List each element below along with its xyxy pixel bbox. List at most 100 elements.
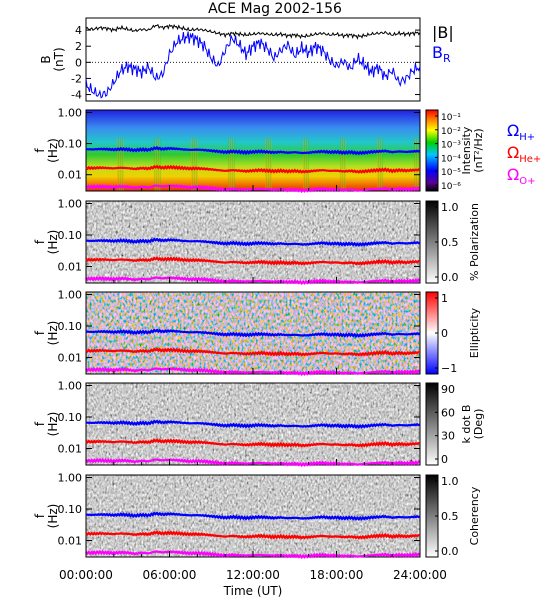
colorbar-tick-label: 10⁻⁵ <box>441 168 461 178</box>
b-panel-frame <box>85 17 421 102</box>
spectrogram-streak <box>230 138 231 191</box>
b-ytick-label: 4 <box>75 24 82 37</box>
colorbar-tick-label: 10⁻¹ <box>441 113 461 123</box>
spectrogram-streak <box>342 138 343 191</box>
spectrogram-streak <box>159 138 160 191</box>
freq-ytick-label: 1.00 <box>58 471 83 484</box>
gyro-line-h <box>86 328 421 338</box>
colorbar-tick-label: 30 <box>441 430 455 443</box>
freq-ytick-label: 1.00 <box>58 288 83 301</box>
spectrogram-streak <box>118 138 119 191</box>
freq-ylabel-line: (Hz) <box>46 230 60 255</box>
spectrogram-streak <box>117 138 118 191</box>
spectrogram-streak <box>271 138 272 191</box>
freq-ytick-label: 0.01 <box>58 535 83 548</box>
b-ytick-label: -4 <box>71 89 82 102</box>
gyro-line-h <box>86 237 421 247</box>
x-tick-label: 00:00:00 <box>59 568 113 582</box>
freq-ylabel: f(Hz) <box>33 504 60 529</box>
colorbar-tick-label: 0.5 <box>441 236 459 249</box>
spectrogram-streak <box>308 138 309 191</box>
colorbar-tick-label: 10⁻² <box>441 127 461 137</box>
colorbar-tick-label: 1 <box>441 292 448 305</box>
spectrogram-streak <box>197 138 198 191</box>
spectrogram-streak <box>415 138 416 191</box>
legend-gyro-sub: H+ <box>519 132 535 143</box>
colorbar-label-line: Ellipticity <box>468 307 481 358</box>
spectrogram-streak <box>265 138 266 191</box>
x-tick-label: 06:00:00 <box>143 568 197 582</box>
gyro-line-he <box>85 530 421 540</box>
spectrogram-streak <box>345 138 346 191</box>
spectrogram-streak <box>192 138 193 191</box>
spectrogram-streak <box>381 138 382 191</box>
spectrogram-streak <box>121 138 122 191</box>
spectrogram-streak <box>306 138 307 191</box>
colorbar-label-line: % Polarization <box>468 203 481 281</box>
spectrogram-streak <box>377 138 378 191</box>
freq-ytick-label: 1.00 <box>58 379 83 392</box>
gyro-line-he <box>85 164 421 174</box>
colorbar-label-line: Coherency <box>468 486 481 545</box>
legend-gyro-o: ΩO+ <box>507 165 535 187</box>
spectrogram-streak <box>268 138 269 191</box>
freq-ylabel: f(Hz) <box>33 321 60 346</box>
x-tick-label: 18:00:00 <box>310 568 364 582</box>
colorbar-tick-label: 0 <box>441 453 448 466</box>
freq-ytick-label: 0.01 <box>58 352 83 365</box>
b-series-magnitude-line <box>85 23 421 40</box>
spectrogram-streak <box>380 138 381 191</box>
spectrogram-streak <box>233 138 234 191</box>
colorbar-tick-label: 60 <box>441 406 455 419</box>
freq-ylabel: f(Hz) <box>33 412 60 437</box>
freq-ytick-label: 0.10 <box>58 229 83 242</box>
colorbar-tick-label: 0.0 <box>441 545 459 558</box>
freq-ylabel-line: (Hz) <box>46 321 60 346</box>
freq-ytick-label: 0.01 <box>58 443 83 456</box>
spectrogram-streak <box>340 138 341 191</box>
b-ylabel: B(nT) <box>39 47 66 71</box>
legend-gyro-sub: O+ <box>519 176 535 187</box>
colorbar-tick-label: 10⁻⁶ <box>441 182 461 192</box>
colorbar-tick-label: 10⁻⁴ <box>441 154 461 164</box>
freq-ytick-label: 0.10 <box>58 411 83 424</box>
freq-ytick-label: 1.00 <box>58 197 83 210</box>
freq-ytick-label: 0.01 <box>58 169 83 182</box>
colorbar-tick-label: 0.0 <box>441 271 459 284</box>
spectrogram-streak <box>307 138 308 191</box>
colorbar-label-line: (Deg) <box>472 409 485 440</box>
colorbar <box>425 382 439 466</box>
spectrogram-streak <box>341 138 342 191</box>
gyro-line-h <box>86 419 421 429</box>
spectrogram-streak <box>194 138 195 191</box>
spectrogram-streak <box>266 138 267 191</box>
colorbar-tick-label: 1.0 <box>441 475 459 488</box>
x-axis-label: Time (UT) <box>223 584 283 598</box>
spectrogram-streak <box>195 138 196 191</box>
colorbar-label: Coherency <box>468 486 481 545</box>
freq-ylabel-line: f <box>33 330 47 335</box>
colorbar-label: Intensity(nT²/Hz) <box>460 126 485 174</box>
freq-ylabel-line: f <box>33 239 47 244</box>
spectrogram-streak <box>382 138 383 191</box>
spectrogram-streak <box>122 138 123 191</box>
spectrogram-streak <box>378 138 379 191</box>
spectrogram-streak <box>154 138 155 191</box>
gyro-line-h <box>86 511 421 521</box>
colorbar-tick-label: 90 <box>441 383 455 396</box>
b-ytick-label: 2 <box>75 40 82 53</box>
spectrogram-streak <box>193 138 194 191</box>
b-ylabel-line: (nT) <box>52 47 66 71</box>
spectrogram-streak <box>156 138 157 191</box>
b-ytick-label: -2 <box>71 72 82 85</box>
spectrogram-streak <box>229 138 230 191</box>
b-ylabel-line: B <box>39 55 53 63</box>
spectrogram-streak <box>344 138 345 191</box>
freq-ytick-label: 1.00 <box>58 106 83 119</box>
colorbar <box>425 109 439 192</box>
freq-ylabel-line: f <box>33 421 47 426</box>
colorbar-label: % Polarization <box>468 203 481 281</box>
spectrogram-streak <box>158 138 159 191</box>
spectrogram-streak <box>267 138 268 191</box>
